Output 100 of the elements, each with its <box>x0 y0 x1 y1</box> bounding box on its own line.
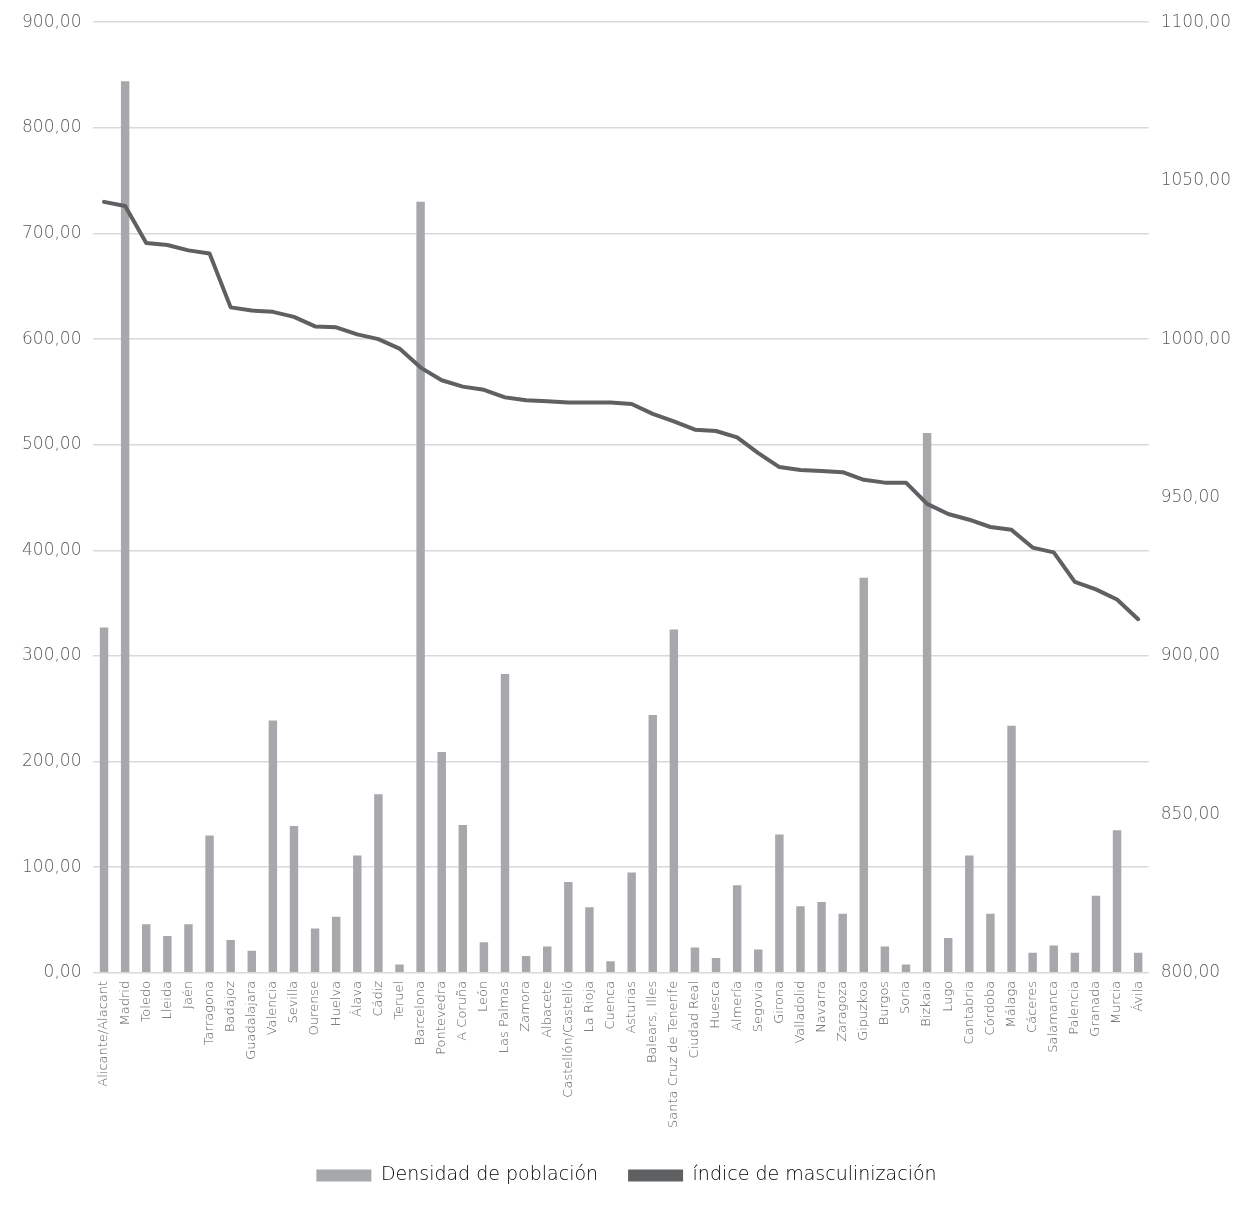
x-tick-label: Soria <box>897 980 913 1014</box>
bar <box>500 673 510 973</box>
x-tick-label: Lugo <box>939 980 955 1012</box>
bar <box>669 629 679 973</box>
bar <box>184 924 193 973</box>
bar <box>1070 952 1080 973</box>
x-tick-label: Castellón/Castelló <box>559 980 575 1098</box>
x-tick-label: Asturias <box>623 980 639 1034</box>
x-tick-label: Badajoz <box>222 980 238 1032</box>
legend-label: índice de masculinización <box>692 1162 937 1185</box>
bar <box>627 872 636 973</box>
bar <box>775 834 784 973</box>
y-tick-label: 500,00 <box>22 433 82 454</box>
x-tick-label: Zamora <box>517 980 533 1032</box>
x-tick-label: Lleida <box>158 980 174 1020</box>
y2-tick-label: 900,00 <box>1160 644 1221 665</box>
y-tick-label: 700,00 <box>22 221 82 242</box>
x-tick-label: Ávila <box>1129 980 1145 1012</box>
bar <box>416 201 425 973</box>
bar <box>1091 895 1101 973</box>
y2-tick-label: 850,00 <box>1160 802 1221 823</box>
x-tick-label: Salamanca <box>1045 980 1061 1053</box>
x-tick-label: Cantabria <box>960 980 976 1045</box>
x-tick-label: Huelva <box>327 980 343 1027</box>
y2-tick-label: 1000,00 <box>1160 327 1232 348</box>
bar <box>1112 830 1122 973</box>
bar <box>458 824 468 973</box>
x-tick-label: Valladolid <box>791 980 807 1044</box>
y-tick-label: 900,00 <box>22 10 82 31</box>
y-tick-label: 800,00 <box>22 116 82 137</box>
x-tick-label: Valencia <box>264 980 280 1036</box>
x-tick-label: Murcia <box>1108 980 1124 1025</box>
bar <box>754 949 763 973</box>
x-tick-label: Burgos <box>876 980 892 1026</box>
x-tick-label: Guadalajara <box>243 980 259 1060</box>
bar <box>922 433 932 973</box>
bar <box>690 947 700 973</box>
y-tick-label: 400,00 <box>22 538 82 559</box>
bar <box>374 794 383 973</box>
bar <box>838 913 847 973</box>
x-tick-label: Palencia <box>1066 980 1082 1035</box>
bar <box>585 907 594 973</box>
bar <box>711 958 721 973</box>
x-tick-label: Tarragona <box>200 980 216 1046</box>
x-tick-label: Huesca <box>707 980 723 1029</box>
bar <box>817 902 826 973</box>
bar <box>1007 725 1016 973</box>
x-tick-label: Granada <box>1087 980 1103 1037</box>
x-tick-label: Cuenca <box>601 980 617 1030</box>
x-tick-label: Alicante/Alacant <box>95 980 111 1087</box>
x-tick-label: Sevilla <box>285 980 301 1024</box>
x-tick-label: A Coruña <box>454 980 470 1041</box>
bar <box>859 577 869 973</box>
x-tick-label: Albacete <box>538 980 554 1038</box>
bar <box>1028 952 1037 973</box>
x-tick-label: Cádiz <box>369 980 385 1017</box>
bar <box>331 916 341 973</box>
x-tick-label: Gipuzkoa <box>855 980 871 1041</box>
y2-tick-label: 800,00 <box>1160 961 1221 982</box>
y-tick-label: 300,00 <box>22 644 82 665</box>
x-tick-label: Toledo <box>137 980 153 1023</box>
x-tick-label: Madrid <box>116 980 132 1026</box>
bar <box>796 906 805 973</box>
bar <box>479 942 489 973</box>
bar <box>543 946 552 973</box>
x-tick-label: Pontevedra <box>433 980 449 1055</box>
bar <box>880 946 890 973</box>
x-tick-label: Almería <box>728 980 744 1031</box>
x-tick-label: Ciudad Real <box>686 980 702 1059</box>
x-tick-label: Las Palmas <box>496 980 512 1054</box>
bar <box>1049 945 1058 973</box>
x-tick-label: Álava <box>348 980 364 1017</box>
bar <box>986 913 995 973</box>
x-tick-label: Cáceres <box>1024 980 1039 1033</box>
x-tick-label: Barcelona <box>411 980 427 1046</box>
y2-tick-label: 1100,00 <box>1160 10 1232 31</box>
x-tick-label: Balears, Illes <box>644 980 660 1064</box>
x-tick-label: Segovia <box>749 980 765 1033</box>
bar <box>732 885 742 973</box>
y2-tick-label: 1050,00 <box>1160 169 1232 190</box>
bar <box>395 964 404 973</box>
bar <box>226 940 235 973</box>
bar <box>289 826 299 973</box>
bar <box>353 855 362 973</box>
bar <box>965 855 974 973</box>
bar <box>205 835 214 973</box>
bar <box>163 935 172 973</box>
bar <box>437 752 446 973</box>
x-tick-label: Málaga <box>1002 980 1018 1028</box>
x-tick-label: Girona <box>770 980 786 1024</box>
x-tick-label: Bizkaia <box>918 980 934 1027</box>
y-tick-label: 100,00 <box>22 855 82 876</box>
x-tick-label: Santa Cruz de Tenerife <box>665 980 681 1128</box>
bar <box>247 950 256 973</box>
bar <box>606 961 615 973</box>
bar <box>648 715 657 973</box>
bar <box>943 937 953 973</box>
x-tick-label: La Rioja <box>580 980 596 1033</box>
x-tick-label: Navarra <box>812 980 828 1033</box>
bar <box>120 81 130 973</box>
